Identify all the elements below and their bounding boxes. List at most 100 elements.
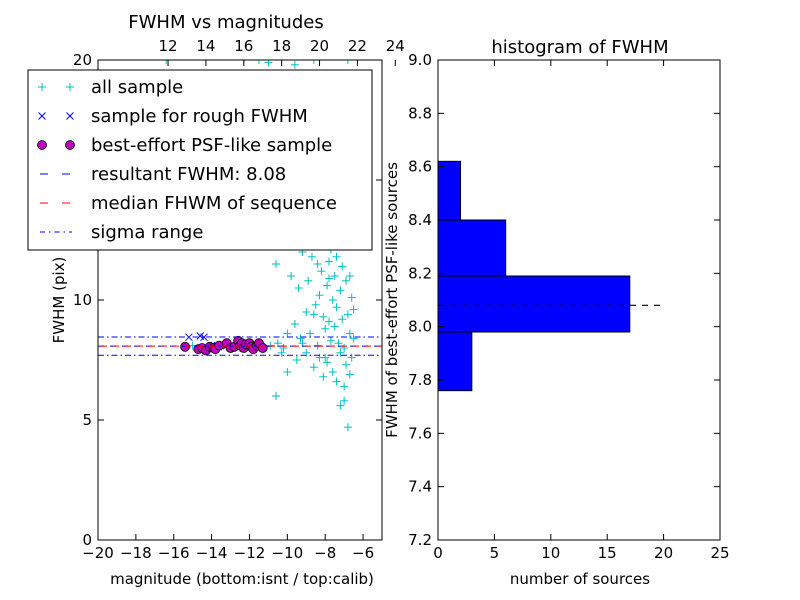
top-tick-label: 20 [310, 37, 329, 55]
legend-label: best-effort PSF-like sample [91, 135, 332, 156]
scatter-point [309, 363, 318, 372]
legend-entry: all sample [38, 77, 183, 98]
top-tick-label: 16 [234, 37, 253, 55]
scatter-point [347, 293, 356, 302]
scatter-point [321, 353, 330, 362]
legend-marker [66, 83, 74, 91]
y-tick-label: 8.2 [408, 264, 432, 282]
scatter-point [290, 320, 299, 328]
scatter-point [332, 303, 341, 312]
scatter-point [287, 272, 296, 280]
histogram-bar [438, 219, 507, 277]
histogram-plot-area [438, 160, 631, 392]
histogram-bar [438, 331, 473, 392]
legend-label: sample for rough FWHM [91, 106, 308, 127]
scatter-point [306, 329, 315, 338]
histogram-y-label: FWHM of best-effort PSF-like sources [383, 162, 401, 438]
legend-entry: sample for rough FWHM [38, 106, 308, 127]
scatter-point [345, 329, 354, 338]
scatter-point [330, 272, 339, 280]
x-tick-label: 20 [654, 544, 673, 562]
y-tick-label: 7.2 [408, 531, 432, 549]
legend-entry: median FHWM of sequence [40, 193, 337, 214]
top-tick-label: 24 [386, 37, 405, 55]
scatter-point [343, 310, 352, 319]
scatter-series-3 [180, 335, 268, 356]
y-tick-label: 7.6 [408, 424, 432, 442]
scatter-point [336, 348, 345, 357]
legend-marker [37, 140, 47, 150]
scatter-point [347, 353, 356, 362]
scatter-title: FWHM vs magnitudes [128, 12, 323, 33]
x-tick-label: −20 [82, 544, 114, 562]
histogram-panel: histogram of FWHM 0 5 10 15 20 25 7.27.47.67.… [383, 37, 730, 588]
scatter-point [323, 281, 332, 290]
scatter-point [338, 262, 347, 271]
legend-marker [66, 112, 74, 120]
x-tick-label: −16 [158, 544, 190, 562]
scatter-point [338, 315, 347, 324]
y-tick-label: 8.6 [408, 158, 432, 176]
top-tick-label: 22 [348, 37, 367, 55]
scatter-point [340, 396, 349, 405]
legend-box [27, 69, 373, 251]
scatter-point [321, 324, 330, 333]
y-tick-label: 20 [73, 51, 92, 69]
scatter-point [345, 370, 354, 379]
x-tick-label: −10 [272, 544, 304, 562]
scatter-point [315, 291, 324, 300]
scatter-point [328, 296, 337, 304]
legend-entry: resultant FWHM: 8.08 [40, 164, 286, 185]
scatter-point [342, 360, 351, 369]
x-tick-label: −14 [196, 544, 228, 562]
legend-label: all sample [91, 77, 183, 98]
scatter-point [342, 276, 351, 285]
scatter-point [319, 312, 328, 321]
x-tick-label: −6 [352, 544, 374, 562]
scatter-plot-area [98, 60, 382, 432]
scatter-point [309, 60, 318, 64]
scatter-point [343, 423, 352, 432]
x-tick-label: 15 [598, 544, 617, 562]
scatter-point [296, 334, 305, 343]
legend-marker [38, 112, 46, 120]
scatter-point [313, 260, 322, 268]
y-tick-label: 7.8 [408, 371, 432, 389]
legend-marker [65, 140, 75, 150]
x-tick-label: −18 [120, 544, 152, 562]
scatter-point [162, 60, 171, 64]
legend-marker [38, 83, 46, 91]
scatter-point [283, 368, 292, 376]
scatter-point [317, 267, 326, 276]
scatter-point [294, 284, 303, 292]
scatter-point [345, 272, 354, 280]
scatter-point [254, 60, 263, 64]
scatter-point [326, 336, 335, 345]
scatter-point [330, 322, 339, 331]
top-tick-label: 18 [272, 37, 291, 55]
histogram-title: histogram of FWHM [491, 37, 668, 58]
legend-label: sigma range [91, 222, 203, 243]
scatter-point [283, 329, 292, 338]
scatter-point [271, 260, 280, 268]
scatter-point [302, 308, 311, 316]
scatter-point [349, 305, 358, 314]
scatter-point [180, 341, 190, 352]
scatter-point [328, 368, 337, 376]
scatter-point [340, 344, 349, 352]
scatter-legend: all sample sample for rough FWHM best-effo… [27, 69, 373, 251]
scatter-point [340, 382, 349, 391]
y-tick-label: 8.8 [408, 104, 432, 122]
scatter-point [324, 317, 333, 326]
scatter-point [273, 339, 282, 348]
y-tick-label: 0 [82, 531, 92, 549]
x-tick-label: 25 [710, 544, 729, 562]
y-tick-label: 10 [73, 291, 92, 309]
scatter-point [343, 60, 352, 64]
legend-label: median FHWM of sequence [91, 193, 337, 214]
histogram-bar [438, 275, 631, 333]
top-tick-label: 14 [196, 37, 215, 55]
x-tick-label: 5 [490, 544, 500, 562]
scatter-y-label: FWHM (pix) [50, 257, 68, 344]
